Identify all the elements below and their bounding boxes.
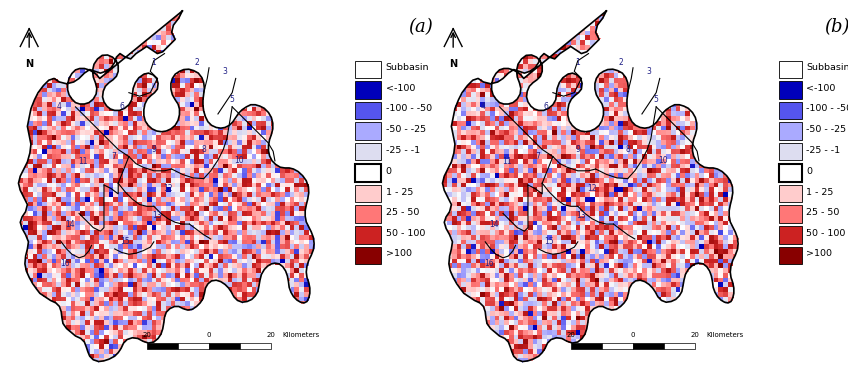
Text: N: N	[449, 59, 457, 69]
Bar	[602, 343, 633, 349]
Text: Subbasin: Subbasin	[386, 63, 429, 72]
Text: 4: 4	[481, 102, 486, 111]
Text: 10: 10	[659, 156, 668, 165]
Text: 25 - 50: 25 - 50	[806, 208, 840, 217]
Text: 4: 4	[57, 102, 62, 111]
Text: 20: 20	[566, 333, 575, 339]
Text: -100 - -50: -100 - -50	[386, 104, 432, 114]
Text: 14: 14	[65, 219, 75, 229]
Text: 7: 7	[535, 152, 540, 161]
Text: 15: 15	[544, 237, 554, 246]
Bar	[778, 102, 802, 119]
Text: <-100: <-100	[806, 84, 835, 93]
Text: 8: 8	[201, 145, 206, 154]
Bar	[778, 81, 802, 99]
Text: 11: 11	[502, 157, 511, 166]
Text: Kilometers: Kilometers	[282, 333, 320, 339]
Text: 10: 10	[235, 156, 244, 165]
Bar	[355, 122, 381, 140]
Text: 13: 13	[153, 211, 162, 220]
Bar	[778, 143, 802, 161]
Text: 25 - 50: 25 - 50	[386, 208, 419, 217]
Bar	[778, 205, 802, 223]
Bar	[778, 122, 802, 140]
Bar	[355, 205, 381, 223]
Text: >100: >100	[806, 249, 832, 258]
Bar	[355, 226, 381, 243]
Text: 20: 20	[691, 333, 700, 339]
Bar	[355, 164, 381, 182]
Bar	[355, 247, 381, 264]
Text: 1 - 25: 1 - 25	[386, 188, 413, 196]
Text: (a): (a)	[408, 18, 432, 36]
Text: -100 - -50: -100 - -50	[806, 104, 848, 114]
Bar	[355, 81, 381, 99]
Text: 5: 5	[230, 95, 235, 104]
Bar	[571, 343, 602, 349]
Text: 1: 1	[152, 58, 156, 67]
Bar	[664, 343, 695, 349]
Text: 16: 16	[484, 259, 494, 268]
Text: 20: 20	[267, 333, 276, 339]
Text: 11: 11	[78, 157, 87, 166]
Bar	[778, 185, 802, 202]
Text: 2: 2	[194, 58, 199, 67]
Bar	[633, 343, 664, 349]
Text: -50 - -25: -50 - -25	[806, 125, 846, 134]
Text: <-100: <-100	[386, 84, 416, 93]
Bar	[355, 102, 381, 119]
Text: 7: 7	[111, 152, 116, 161]
Text: 1 - 25: 1 - 25	[806, 188, 834, 196]
Text: 9: 9	[152, 145, 156, 154]
Text: Subbasin: Subbasin	[806, 63, 848, 72]
Text: 2: 2	[618, 58, 623, 67]
Bar	[778, 164, 802, 182]
Bar	[209, 343, 240, 349]
Text: 0: 0	[631, 333, 635, 339]
Bar	[778, 226, 802, 243]
Text: Kilometers: Kilometers	[706, 333, 744, 339]
Bar	[178, 343, 209, 349]
Text: 8: 8	[625, 145, 630, 154]
Text: 3: 3	[223, 67, 227, 76]
Text: 6: 6	[544, 102, 548, 111]
Bar	[240, 343, 271, 349]
Text: 9: 9	[576, 145, 580, 154]
Text: 20: 20	[142, 333, 151, 339]
Text: 6: 6	[120, 102, 124, 111]
Text: 0: 0	[806, 167, 812, 176]
Text: 12: 12	[588, 184, 597, 193]
Text: 12: 12	[164, 184, 173, 193]
Text: 1: 1	[576, 58, 580, 67]
Text: 13: 13	[577, 211, 586, 220]
Text: 0: 0	[207, 333, 211, 339]
Text: 3: 3	[647, 67, 651, 76]
Text: 5: 5	[654, 95, 659, 104]
Text: (b): (b)	[824, 18, 848, 36]
Bar	[147, 343, 178, 349]
Bar	[355, 185, 381, 202]
Text: -25 - -1: -25 - -1	[386, 146, 420, 155]
Text: 50 - 100: 50 - 100	[386, 229, 425, 238]
Text: -50 - -25: -50 - -25	[386, 125, 426, 134]
Text: 15: 15	[120, 237, 130, 246]
Text: -25 - -1: -25 - -1	[806, 146, 840, 155]
Text: 50 - 100: 50 - 100	[806, 229, 845, 238]
Text: 0: 0	[386, 167, 392, 176]
Text: 16: 16	[60, 259, 70, 268]
Bar	[778, 247, 802, 264]
Bar	[778, 61, 802, 78]
Text: N: N	[25, 59, 33, 69]
Bar	[355, 61, 381, 78]
Text: >100: >100	[386, 249, 412, 258]
Bar	[355, 143, 381, 161]
Text: 14: 14	[489, 219, 499, 229]
